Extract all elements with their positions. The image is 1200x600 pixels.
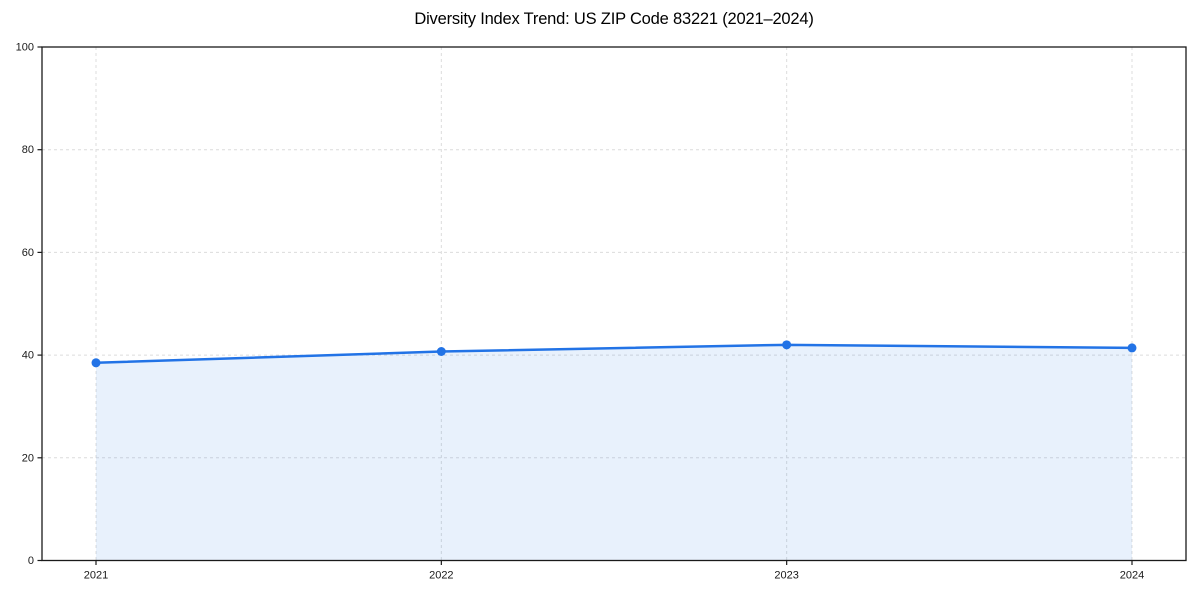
data-point-marker <box>1127 343 1137 353</box>
data-point-marker <box>782 340 792 350</box>
x-tick-label: 2022 <box>429 570 453 582</box>
plot-border <box>41 46 1187 562</box>
y-tick-label: 100 <box>16 42 34 54</box>
y-tick-label: 40 <box>22 350 34 362</box>
chart-title: Diversity Index Trend: US ZIP Code 83221… <box>414 10 814 28</box>
y-tick-label: 0 <box>28 555 34 567</box>
data-point-marker <box>91 358 101 368</box>
x-tick-label: 2024 <box>1120 570 1144 582</box>
y-tick-label: 80 <box>22 144 34 156</box>
y-tick-label: 60 <box>22 247 34 259</box>
series-area-fill <box>96 344 1132 561</box>
series-line <box>94 343 1134 365</box>
y-tick-label: 20 <box>22 452 34 464</box>
x-tick-label: 2021 <box>84 570 108 582</box>
data-point-marker <box>436 347 446 357</box>
x-tick-label: 2023 <box>774 570 798 582</box>
